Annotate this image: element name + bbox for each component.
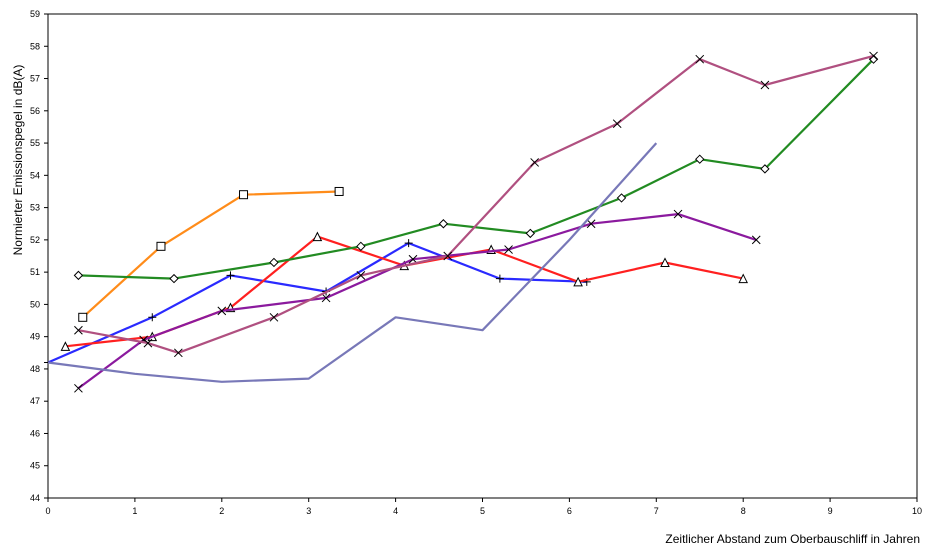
x-tick-label: 8 bbox=[741, 506, 746, 516]
data-point bbox=[269, 257, 279, 268]
data-point bbox=[156, 241, 166, 251]
y-tick-label: 47 bbox=[30, 396, 40, 406]
data-point bbox=[60, 341, 71, 351]
data-point bbox=[148, 313, 157, 322]
y-axis-ticks: 44 45 46 47 48 49 50 51 52 53 54 55 56 57 58 59 bbox=[30, 9, 48, 503]
x-tick-label: 3 bbox=[306, 506, 311, 516]
data-point bbox=[525, 228, 536, 239]
plot-frame bbox=[47, 13, 918, 499]
data-point bbox=[239, 190, 249, 200]
data-point bbox=[495, 274, 504, 283]
y-axis-label: Normierter Emissionspegel in dB(A) bbox=[11, 65, 25, 256]
data-point bbox=[660, 257, 670, 267]
series-group bbox=[44, 51, 879, 393]
y-tick-label: 55 bbox=[30, 138, 40, 148]
x-tick-label: 1 bbox=[132, 506, 137, 516]
data-point bbox=[751, 235, 761, 245]
data-point bbox=[616, 193, 627, 203]
x-axis-ticks: 0 1 2 3 4 5 6 7 8 9 10 bbox=[45, 498, 922, 516]
y-tick-label: 56 bbox=[30, 106, 40, 116]
data-point bbox=[334, 186, 344, 196]
y-tick-label: 59 bbox=[30, 9, 40, 19]
data-point bbox=[612, 119, 622, 129]
data-point bbox=[760, 164, 770, 174]
data-point bbox=[443, 251, 453, 261]
x-tick-label: 9 bbox=[828, 506, 833, 516]
series-7 bbox=[47, 142, 658, 383]
y-tick-label: 46 bbox=[30, 428, 40, 438]
y-tick-label: 48 bbox=[30, 364, 40, 374]
y-tick-label: 45 bbox=[30, 461, 40, 471]
data-point bbox=[404, 239, 413, 248]
series-5 bbox=[74, 209, 761, 393]
series-line bbox=[78, 54, 874, 354]
y-tick-label: 58 bbox=[30, 41, 40, 51]
data-point bbox=[356, 271, 366, 280]
y-tick-label: 54 bbox=[30, 170, 40, 180]
data-point bbox=[586, 219, 596, 229]
series-line bbox=[82, 190, 340, 319]
x-tick-label: 4 bbox=[393, 506, 398, 516]
data-point bbox=[356, 241, 366, 252]
data-point bbox=[78, 312, 88, 322]
y-tick-label: 49 bbox=[30, 332, 40, 342]
series-line bbox=[65, 235, 744, 348]
series-1 bbox=[78, 186, 344, 322]
series-line bbox=[78, 58, 875, 280]
series-line bbox=[47, 142, 658, 383]
data-point bbox=[217, 306, 227, 316]
data-point bbox=[226, 271, 235, 280]
x-tick-label: 7 bbox=[654, 506, 659, 516]
x-tick-label: 2 bbox=[219, 506, 224, 516]
y-tick-label: 52 bbox=[30, 235, 40, 245]
data-point bbox=[312, 231, 323, 242]
x-tick-label: 10 bbox=[912, 506, 922, 516]
data-point bbox=[74, 383, 83, 393]
data-point bbox=[408, 254, 418, 264]
data-point bbox=[74, 325, 83, 335]
x-tick-label: 6 bbox=[567, 506, 572, 516]
data-point bbox=[760, 80, 770, 90]
data-point bbox=[169, 273, 179, 284]
y-tick-label: 50 bbox=[30, 299, 40, 309]
data-point bbox=[321, 293, 331, 303]
data-point bbox=[504, 245, 513, 254]
data-point bbox=[869, 51, 878, 61]
series-line bbox=[47, 242, 587, 364]
y-tick-label: 44 bbox=[30, 493, 40, 503]
data-point bbox=[738, 273, 749, 284]
series-6 bbox=[74, 51, 878, 358]
data-point bbox=[695, 54, 705, 64]
x-tick-label: 5 bbox=[480, 506, 485, 516]
data-point bbox=[269, 312, 279, 322]
x-tick-label: 0 bbox=[45, 506, 50, 516]
data-point bbox=[173, 348, 183, 358]
y-tick-label: 57 bbox=[30, 74, 40, 84]
y-tick-label: 53 bbox=[30, 203, 40, 213]
series-4 bbox=[73, 54, 879, 284]
data-point bbox=[143, 338, 153, 348]
data-point bbox=[73, 270, 84, 281]
data-point bbox=[673, 209, 683, 219]
data-point bbox=[573, 276, 583, 287]
y-tick-label: 51 bbox=[30, 267, 40, 277]
data-point bbox=[530, 158, 539, 167]
data-point bbox=[438, 219, 449, 229]
x-axis-label: Zeitlicher Abstand zum Oberbauschliff in… bbox=[665, 532, 920, 546]
data-point bbox=[695, 154, 705, 164]
